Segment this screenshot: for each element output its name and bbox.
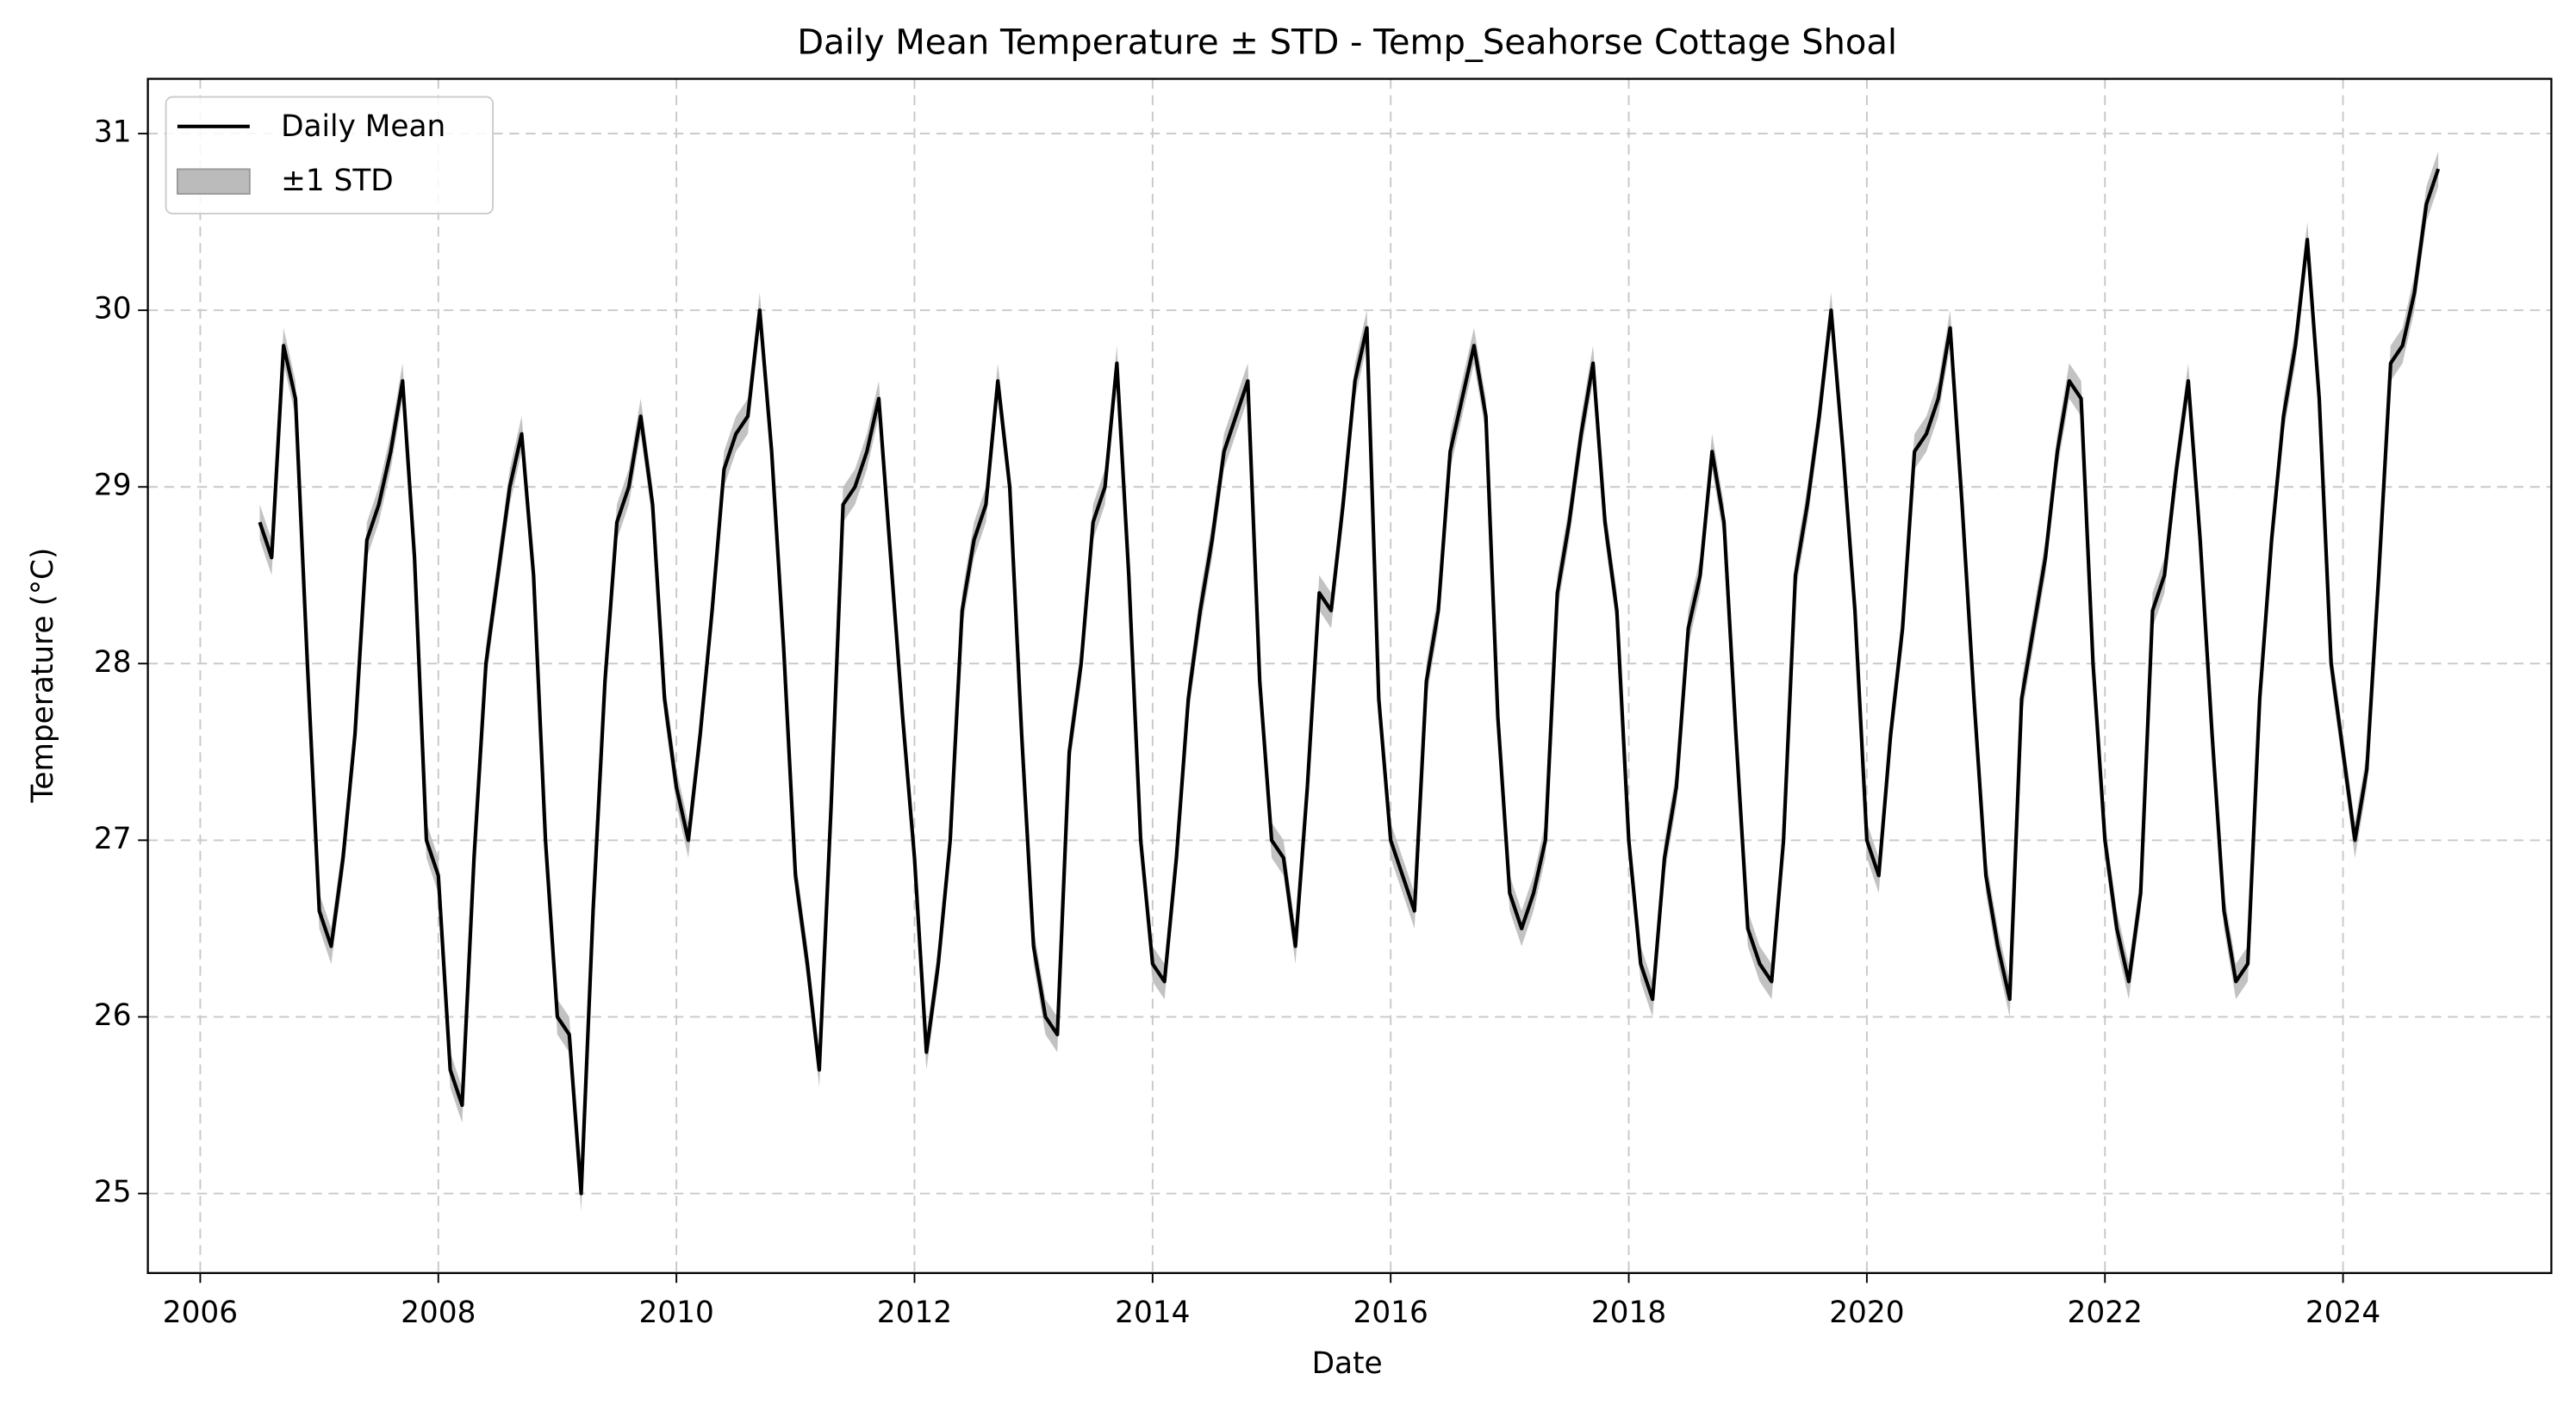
mean-line: [258, 168, 2441, 1196]
plot-layer: [258, 151, 2441, 1212]
y-tick-label: 30: [94, 292, 132, 326]
x-tick-label: 2006: [163, 1296, 238, 1330]
y-tick-label: 26: [94, 998, 132, 1033]
chart-title: Daily Mean Temperature ± STD - Temp_Seah…: [797, 22, 1897, 62]
x-tick-label: 2024: [2305, 1296, 2380, 1330]
x-tick-label: 2022: [2068, 1296, 2143, 1330]
legend-label: ±1 STD: [281, 164, 394, 198]
x-tick-label: 2010: [638, 1296, 713, 1330]
grid-layer: [147, 78, 2552, 1273]
y-axis-label: Temperature (°C): [26, 548, 60, 804]
x-tick-label: 2008: [401, 1296, 476, 1330]
x-tick-label: 2016: [1353, 1296, 1428, 1330]
y-tick-label: 31: [94, 115, 132, 150]
x-tick-label: 2020: [1829, 1296, 1904, 1330]
legend: Daily Mean ±1 STD: [165, 96, 495, 214]
x-tick-label: 2014: [1115, 1296, 1190, 1330]
y-tick-label: 28: [94, 645, 132, 680]
x-tick-label: 2018: [1591, 1296, 1666, 1330]
x-tick-label: 2012: [877, 1296, 952, 1330]
legend-patch: [176, 168, 251, 195]
y-tick-label: 25: [94, 1175, 132, 1209]
legend-label: Daily Mean: [281, 109, 445, 144]
x-axis-label: Date: [1312, 1346, 1383, 1381]
plot-frame: [146, 78, 2553, 1274]
y-tick-label: 29: [94, 469, 132, 503]
y-tick-label: 27: [94, 822, 132, 856]
